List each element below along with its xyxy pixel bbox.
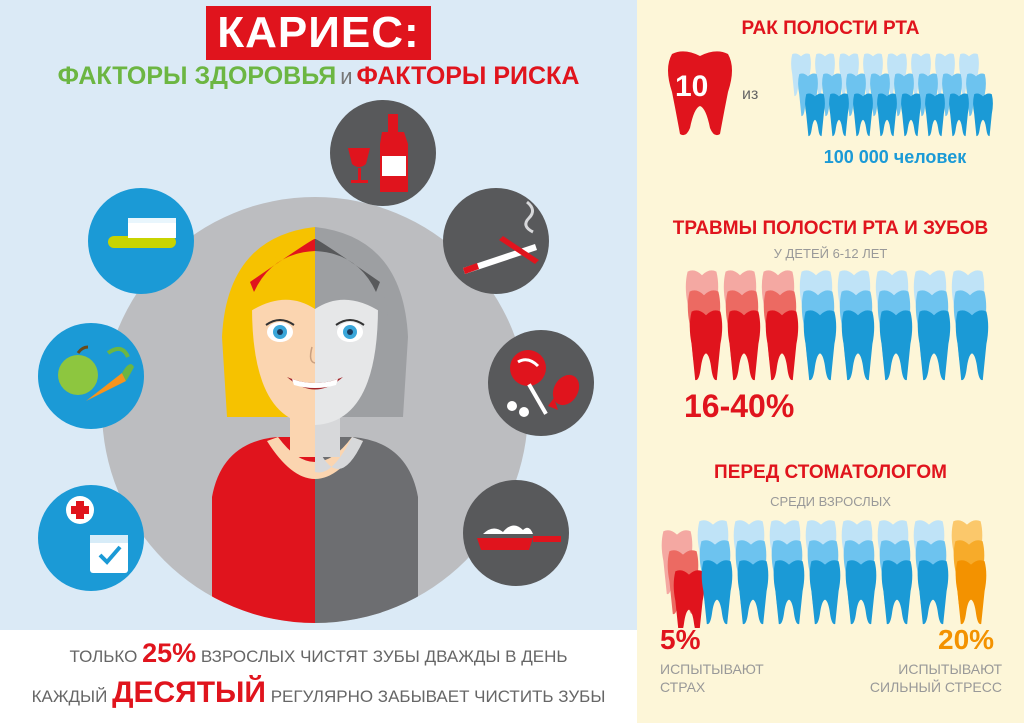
stress-caption-line1: ИСПЫТЫВАЮТ [898, 661, 1002, 677]
cancer-total: 100 000 человек [823, 147, 967, 167]
forgetting-fact: КАЖДЫЙ ДЕСЯТЫЙ РЕГУЛЯРНО ЗАБЫВАЕТ ЧИСТИТ… [0, 676, 637, 710]
fear-caption-line2: СТРАХ [660, 679, 706, 695]
frying-pan-icon [477, 525, 561, 550]
tooth-icon [973, 93, 993, 137]
title-background [206, 6, 431, 60]
tooth-icon [879, 310, 913, 381]
forgetting-fact-post: РЕГУЛЯРНО ЗАБЫВАЕТ ЧИСТИТЬ ЗУБЫ [270, 687, 606, 706]
apple-carrot-icon [58, 345, 134, 401]
tooth-icon [925, 93, 945, 137]
tooth-icon [917, 560, 949, 625]
toothbrush-icon [108, 218, 176, 248]
blue-teeth-grid [791, 53, 993, 137]
left-bottom-strip [0, 630, 637, 723]
trauma-subtitle: У ДЕТЕЙ 6-12 ЛЕТ [773, 246, 888, 261]
fear-caption-line1: ИСПЫТЫВАЮТ [660, 661, 764, 677]
cancer-count: 10 [675, 70, 709, 103]
dentist-subtitle: СРЕДИ ВЗРОСЛЫХ [770, 494, 891, 509]
tooth-icon [829, 93, 849, 137]
page-subtitle: ФАКТОРЫ ЗДОРОВЬЯ и ФАКТОРЫ РИСКА [0, 62, 637, 91]
stress-caption: ИСПЫТЫВАЮТ СИЛЬНЫЙ СТРЕСС [862, 660, 1002, 696]
cancer-of: из [742, 86, 759, 103]
fear-caption: ИСПЫТЫВАЮТ СТРАХ [660, 660, 764, 696]
tooth-icon [877, 93, 897, 137]
tooth-icon [673, 570, 705, 628]
cigarette-icon [463, 200, 539, 274]
tooth-icon [689, 310, 723, 381]
candy-icon [507, 350, 580, 417]
brushing-fact-post: ВЗРОСЛЫХ ЧИСТЯТ ЗУБЫ ДВАЖДЫ В ДЕНЬ [200, 647, 568, 666]
cancer-title: РАК ПОЛОСТИ РТА [741, 18, 920, 39]
red-tooth-icon [668, 51, 732, 136]
stress-value: 20% [938, 624, 995, 655]
trauma-value: 16-40% [684, 388, 795, 424]
subtitle-and: и [340, 64, 353, 89]
tooth-icon [901, 93, 921, 137]
stress-caption-line2: СИЛЬНЫЙ СТРЕСС [869, 679, 1002, 695]
tooth-icon [765, 310, 799, 381]
subtitle-risk: ФАКТОРЫ РИСКА [356, 62, 580, 90]
dentist-teeth-grid [661, 520, 987, 628]
forgetting-fact-value: ДЕСЯТЫЙ [112, 676, 266, 709]
tooth-icon [701, 560, 733, 625]
trauma-teeth-grid [685, 270, 989, 381]
tooth-icon [917, 310, 951, 381]
tooth-icon [881, 560, 913, 625]
brushing-fact-pre: ТОЛЬКО [69, 647, 138, 666]
tooth-icon [773, 560, 805, 625]
brushing-fact-value: 25% [142, 638, 197, 668]
tooth-icon [727, 310, 761, 381]
tooth-icon [955, 310, 989, 381]
tooth-icon [949, 93, 969, 137]
subtitle-health: ФАКТОРЫ ЗДОРОВЬЯ [57, 62, 337, 90]
tooth-icon [809, 560, 841, 625]
girl-portrait-icon [212, 227, 418, 623]
page-title: КАРИЕС: [217, 8, 420, 57]
forgetting-fact-pre: КАЖДЫЙ [31, 687, 108, 706]
tooth-icon [853, 93, 873, 137]
brushing-fact: ТОЛЬКО 25% ВЗРОСЛЫХ ЧИСТЯТ ЗУБЫ ДВАЖДЫ В… [0, 638, 637, 669]
wine-bottle-icon [348, 114, 408, 192]
trauma-title: ТРАВМЫ ПОЛОСТИ РТА И ЗУБОВ [672, 218, 989, 239]
tooth-icon [841, 310, 875, 381]
tooth-icon [955, 560, 987, 625]
fear-value: 5% [660, 624, 701, 655]
tooth-icon [803, 310, 837, 381]
dentist-title: ПЕРЕД СТОМАТОЛОГОМ [714, 462, 947, 483]
tooth-icon [845, 560, 877, 625]
medical-calendar-icon [66, 496, 128, 573]
tooth-icon [737, 560, 769, 625]
tooth-icon [805, 93, 825, 137]
